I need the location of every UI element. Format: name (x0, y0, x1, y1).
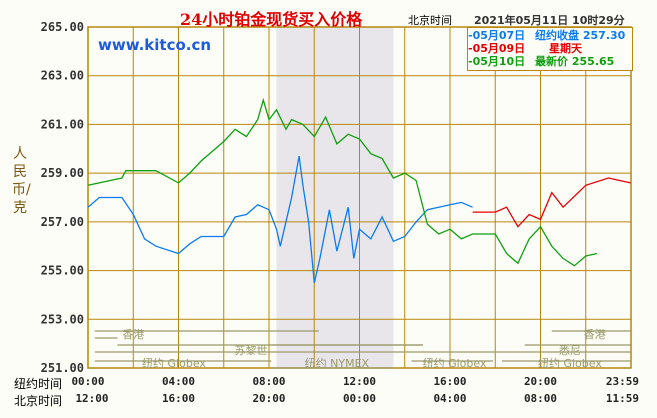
session-label-nymex: 纽约 NYMEX (305, 356, 370, 370)
y-tick-label: 255.00 (41, 264, 84, 278)
legend-box: -05月07日 纽约收盘 257.30 -05月09日 星期天 -05月10日 … (467, 27, 633, 71)
x-tick-label-ny: 04:00 (162, 375, 195, 388)
x-tick-label-beijing: 12:00 (75, 392, 108, 405)
series-line-2 (472, 177, 631, 228)
series-line-3 (87, 97, 598, 267)
y-tick-label: 261.00 (41, 117, 84, 131)
site-link[interactable]: www.kitco.cn (98, 36, 212, 54)
x-tick-label-ny: 16:00 (433, 375, 466, 388)
legend-item: -05月07日 纽约收盘 257.30 (468, 29, 626, 42)
chart-title: 24小时铂金现货买入价格 (180, 10, 363, 29)
x-tick-label-beijing: 11:59 (606, 392, 639, 405)
x-tick-label-beijing: 16:00 (162, 392, 195, 405)
y-tick-label: 253.00 (41, 312, 84, 326)
x-tick-label-ny: 23:59 (606, 375, 639, 388)
y-tick-label: 263.00 (41, 69, 84, 83)
legend-item: -05月10日 最新价 255.65 (468, 55, 615, 68)
session-label-hk: 香港 (122, 328, 144, 341)
x-tick-label-beijing: 20:00 (252, 392, 285, 405)
nymex-session-shade (276, 27, 394, 368)
legend-item: -05月09日 星期天 (468, 42, 583, 55)
y-tick-label: 265.00 (41, 20, 84, 34)
x-tick-label-beijing: 08:00 (524, 392, 557, 405)
x-tick-label-beijing: 04:00 (433, 392, 466, 405)
session-label-sydney: 悉尼 (559, 344, 581, 357)
session-label-zurich: 苏黎世 (234, 343, 267, 357)
x-tick-label-ny: 08:00 (252, 375, 285, 388)
session-label-hk: 香港 (584, 328, 606, 341)
session-label-globex: 纽约 Globex (538, 356, 602, 370)
x-row2-label: 北京时间 (14, 394, 63, 408)
series-line-1 (87, 155, 473, 283)
y-tick-label: 259.00 (41, 166, 84, 180)
y-axis-label: 人民币/克 (12, 146, 31, 216)
x-tick-label-ny: 12:00 (343, 375, 376, 388)
beijing-time-label: 北京时间 (408, 14, 452, 27)
x-row1-label: 纽约时间 (14, 377, 63, 391)
x-tick-label-ny: 20:00 (524, 375, 557, 388)
session-label-globex: 纽约 Globex (142, 356, 206, 370)
y-tick-label: 251.00 (41, 361, 84, 375)
timestamp: 2021年05月11日 10时29分 (474, 14, 625, 27)
x-tick-label-beijing: 00:00 (343, 392, 376, 405)
y-tick-label: 257.00 (41, 215, 84, 229)
x-tick-label-ny: 00:00 (71, 375, 104, 388)
session-label-globex: 纽约 Globex (423, 356, 487, 370)
